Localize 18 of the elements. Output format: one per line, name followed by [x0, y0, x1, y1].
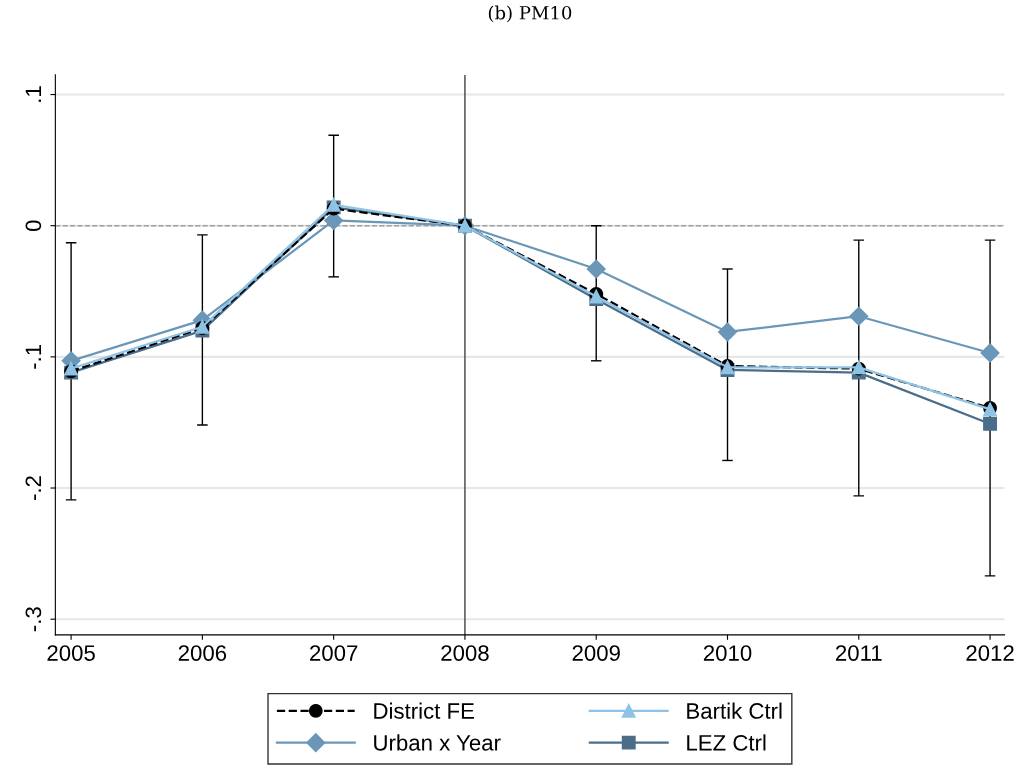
x-tick-label: 2006	[178, 645, 227, 661]
x-tick-label: 2009	[572, 645, 620, 661]
y-tick-label: -.1	[25, 344, 42, 369]
chart-title: (b) PM10	[488, 5, 572, 23]
legend-label: Bartik Ctrl	[687, 702, 782, 719]
x-tick-label: 2011	[836, 645, 882, 661]
x-tick-label: 2008	[441, 645, 489, 661]
x-tick-label: 2005	[47, 645, 95, 661]
y-tick-label: -.2	[25, 476, 42, 500]
legend-label: LEZ Ctrl	[687, 734, 766, 751]
y-tick-label: 0	[25, 220, 42, 232]
legend-label: Urban x Year	[374, 734, 501, 751]
x-tick-label: 2007	[310, 645, 358, 661]
x-tick-label: 2012	[966, 645, 1014, 661]
y-tick-label: .1	[25, 86, 42, 102]
y-tick-label: -.3	[25, 607, 42, 632]
legend-label: District FE	[374, 702, 474, 719]
x-tick-label: 2010	[703, 645, 752, 661]
